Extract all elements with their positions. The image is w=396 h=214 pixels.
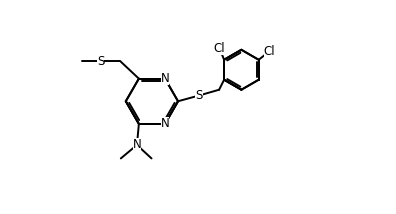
- Text: N: N: [161, 72, 169, 85]
- Text: S: S: [196, 89, 203, 102]
- Text: N: N: [161, 117, 169, 130]
- Text: Cl: Cl: [214, 42, 225, 55]
- Text: S: S: [97, 55, 104, 68]
- Text: N: N: [133, 138, 141, 152]
- Text: Cl: Cl: [264, 45, 275, 58]
